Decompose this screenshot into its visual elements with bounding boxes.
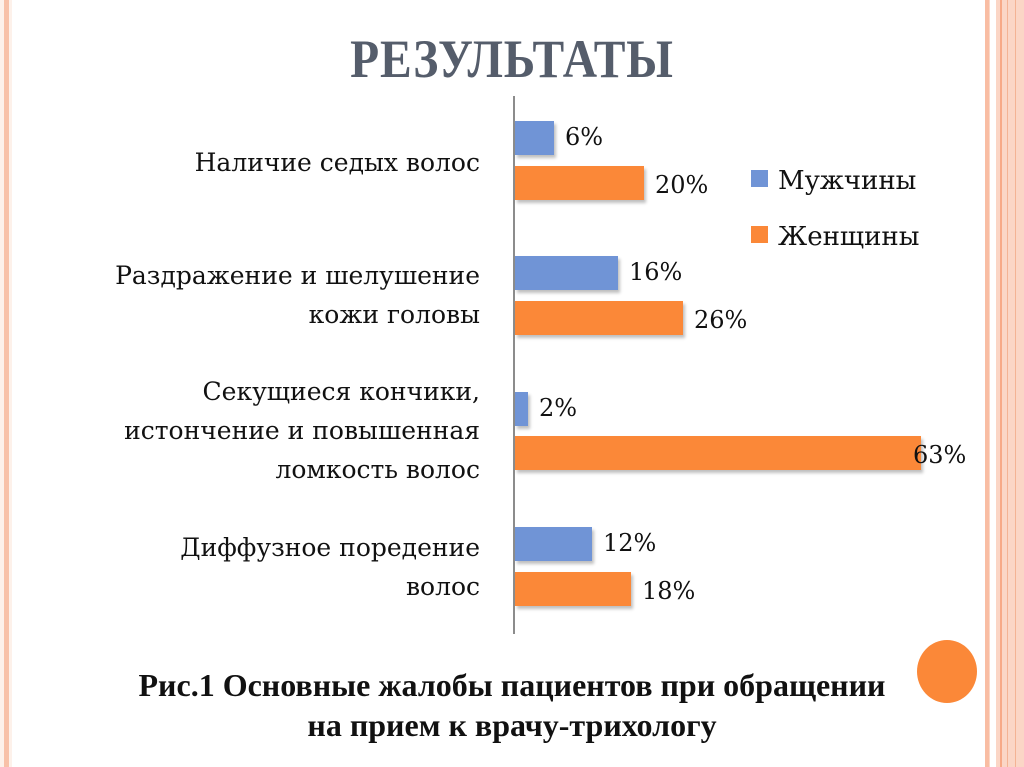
bar-female <box>515 166 644 200</box>
decorative-circle <box>917 640 977 703</box>
slide-title: РЕЗУЛЬТАТЫ <box>350 29 674 89</box>
category-label-line: кожи головы <box>308 300 480 329</box>
right-border-decoration <box>985 0 1024 767</box>
category-label-line: волос <box>405 572 480 601</box>
bar-male <box>515 256 618 290</box>
bar-value-label: 12% <box>603 529 657 557</box>
legend-label: Мужчины <box>778 166 917 196</box>
right-stripe-5 <box>1015 0 1016 767</box>
bar-female <box>515 436 921 470</box>
caption-line: на прием к врачу-трихологу <box>307 707 717 743</box>
bar-male <box>515 121 554 155</box>
figure-caption: Рис.1 Основные жалобы пациентов при обра… <box>0 665 1024 745</box>
bar-value-label: 2% <box>539 394 578 422</box>
right-stripe-4 <box>1007 0 1008 767</box>
bar-value-label: 63% <box>913 441 967 469</box>
bar-female <box>515 301 683 335</box>
category-label-diffuse-thinning: Диффузное поредение волос <box>0 528 480 606</box>
chart-category-axis <box>513 96 515 634</box>
category-label-scalp-irritation: Раздражение и шелушение кожи головы <box>0 256 480 334</box>
legend-item-male: Мужчины <box>751 166 916 196</box>
bar-value-label: 26% <box>694 306 748 334</box>
category-label-line: ломкость волос <box>275 455 480 484</box>
right-stripe-2 <box>990 0 996 767</box>
category-label-line: истончение и повышенная <box>124 416 480 445</box>
right-stripe-1 <box>985 0 989 767</box>
category-label-line: Секущиеся кончики, <box>202 377 480 406</box>
legend-swatch-male <box>751 169 768 187</box>
bar-value-label: 18% <box>642 577 696 605</box>
legend-label: Женщины <box>778 222 920 252</box>
category-label-line: Наличие седых волос <box>194 148 480 177</box>
bar-value-label: 16% <box>629 258 683 286</box>
left-border-stripe <box>4 0 9 767</box>
category-label-line: Диффузное поредение <box>180 533 480 562</box>
category-label-split-ends: Секущиеся кончики, истончение и повышенн… <box>0 372 480 489</box>
caption-line: Рис.1 Основные жалобы пациентов при обра… <box>138 667 886 703</box>
bar-male <box>515 392 528 426</box>
category-label-line: Раздражение и шелушение <box>115 261 480 290</box>
legend-item-female: Женщины <box>751 222 919 252</box>
bar-female <box>515 572 631 606</box>
legend-swatch-female <box>751 225 768 243</box>
bar-value-label: 6% <box>565 123 604 151</box>
left-border-decoration <box>0 0 12 767</box>
right-stripe-3 <box>1000 0 1002 767</box>
category-label-gray-hair: Наличие седых волос <box>0 143 480 182</box>
bar-value-label: 20% <box>655 171 709 199</box>
bar-male <box>515 527 592 561</box>
